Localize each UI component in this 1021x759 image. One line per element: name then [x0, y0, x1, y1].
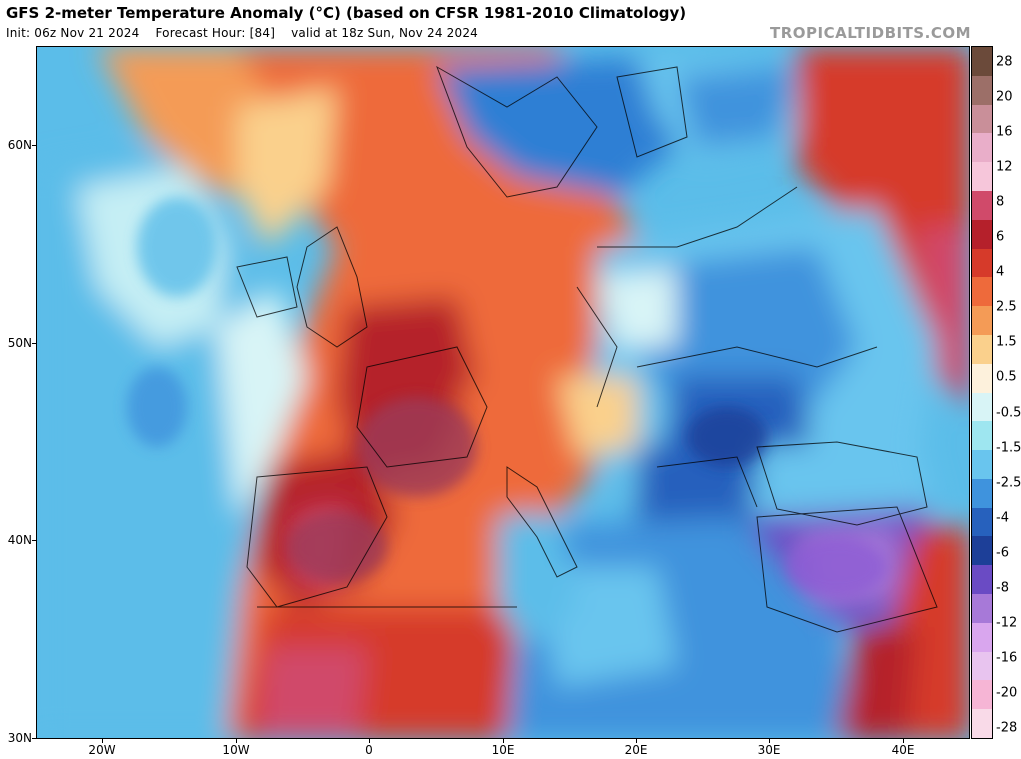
colorbar-segment — [972, 104, 992, 134]
colorbar-segment — [972, 565, 992, 595]
lat-label-30n: 30N — [7, 731, 32, 745]
colorbar-label: 4 — [996, 264, 1005, 280]
forecast-info: Init: 06z Nov 21 2024 Forecast Hour: [84… — [6, 26, 490, 40]
colorbar-segment — [972, 277, 992, 307]
colorbar-segment — [972, 334, 992, 365]
colorbar-segment — [972, 190, 992, 221]
colorbar-segment — [972, 507, 992, 537]
map-title: GFS 2-meter Temperature Anomaly (°C) (ba… — [6, 4, 687, 22]
colorbar-label: -20 — [996, 685, 1018, 701]
colorbar-label: -2.5 — [996, 475, 1021, 491]
colorbar-label: -16 — [996, 650, 1018, 666]
lon-label-10e: 10E — [491, 743, 515, 757]
colorbar-segment — [972, 219, 992, 250]
colorbar-segment — [972, 162, 992, 192]
colorbar-label: -4 — [996, 510, 1009, 526]
lon-label-40e: 40E — [891, 743, 915, 757]
colorbar — [971, 46, 993, 739]
lat-tick-40n — [32, 540, 36, 541]
colorbar-segment — [972, 651, 992, 681]
colorbar-segment — [972, 478, 992, 509]
colorbar-label: -0.5 — [996, 405, 1021, 421]
lat-tick-50n — [32, 343, 36, 344]
lat-tick-60n — [32, 145, 36, 146]
colorbar-segment — [972, 594, 992, 624]
lon-label-30e: 30E — [757, 743, 781, 757]
anomaly-field — [37, 47, 969, 738]
colorbar-segment — [972, 421, 992, 451]
colorbar-segment — [972, 363, 992, 393]
colorbar-label: 2.5 — [996, 299, 1017, 315]
lon-tick-30e — [769, 739, 770, 743]
colorbar-label: -12 — [996, 615, 1018, 631]
colorbar-label: -28 — [996, 720, 1018, 736]
colorbar-segment — [972, 709, 992, 739]
colorbar-segment — [972, 536, 992, 566]
site-watermark: TROPICALTIDBITS.COM — [770, 24, 971, 42]
colorbar-label: -6 — [996, 545, 1009, 561]
lat-tick-30n — [32, 738, 36, 739]
lat-label-60n: 60N — [7, 138, 32, 152]
lat-label-40n: 40N — [7, 533, 32, 547]
colorbar-segment — [972, 392, 992, 422]
colorbar-segment — [972, 680, 992, 710]
temperature-anomaly-map — [36, 46, 970, 739]
lon-label-20w: 20W — [88, 743, 116, 757]
colorbar-segment — [972, 75, 992, 106]
colorbar-label: 20 — [996, 89, 1013, 105]
forecast-hour: Forecast Hour: [84] — [155, 26, 276, 40]
colorbar-label: -1.5 — [996, 440, 1021, 456]
colorbar-label: 1.5 — [996, 334, 1017, 350]
colorbar-segment — [972, 47, 992, 77]
lat-label-50n: 50N — [7, 336, 32, 350]
init-time: Init: 06z Nov 21 2024 — [6, 26, 140, 40]
lon-label-10w: 10W — [222, 743, 250, 757]
lon-tick-10w — [236, 739, 237, 743]
lon-tick-10e — [503, 739, 504, 743]
colorbar-segment — [972, 133, 992, 163]
lon-tick-20w — [102, 739, 103, 743]
colorbar-label: 0.5 — [996, 369, 1017, 385]
valid-time: valid at 18z Sun, Nov 24 2024 — [291, 26, 479, 40]
colorbar-label: -8 — [996, 580, 1009, 596]
colorbar-segment — [972, 248, 992, 278]
colorbar-segment — [972, 450, 992, 480]
colorbar-segment — [972, 622, 992, 653]
coastlines — [236, 65, 938, 633]
lon-label-20e: 20E — [624, 743, 648, 757]
lon-tick-40e — [903, 739, 904, 743]
lon-tick-0 — [369, 739, 370, 743]
colorbar-segment — [972, 306, 992, 336]
colorbar-label: 12 — [996, 159, 1013, 175]
lon-tick-20e — [636, 739, 637, 743]
colorbar-label: 28 — [996, 54, 1013, 70]
lon-label-0: 0 — [365, 743, 373, 757]
colorbar-label: 6 — [996, 229, 1005, 245]
colorbar-label: 16 — [996, 124, 1013, 140]
colorbar-label: 8 — [996, 194, 1005, 210]
